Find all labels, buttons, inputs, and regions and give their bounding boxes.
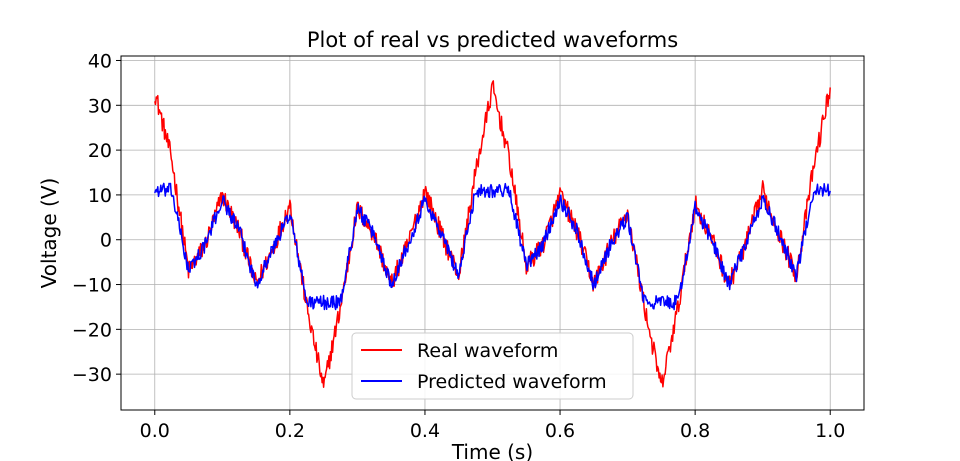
- x-tick-label: 0.6: [545, 420, 575, 442]
- x-tick-label: 0.8: [680, 420, 710, 442]
- plot-frame: [120, 55, 865, 411]
- legend-label: Predicted waveform: [417, 371, 607, 393]
- x-axis-ticks: 0.0 0.2 0.4 0.6 0.8 1.0: [140, 410, 845, 442]
- y-tick-label: 10: [88, 185, 112, 207]
- y-tick-label: 30: [88, 95, 112, 117]
- grid-lines: [121, 56, 864, 410]
- series-line: [154, 182, 831, 311]
- x-tick-label: 0.0: [140, 420, 170, 442]
- legend-label: Real waveform: [417, 340, 558, 362]
- series-lines: [154, 80, 831, 388]
- y-tick-label: 20: [88, 140, 112, 162]
- chart-title: Plot of real vs predicted waveforms: [307, 28, 678, 52]
- x-tick-label: 0.2: [275, 420, 305, 442]
- x-tick-label: 0.4: [410, 420, 440, 442]
- legend: Real waveform Predicted waveform: [351, 332, 634, 400]
- y-tick-label: 40: [88, 50, 112, 72]
- legend-box: [351, 332, 634, 400]
- y-axis-label: Voltage (V): [37, 178, 61, 289]
- y-axis-ticks: −30 −20 −10 0 10 20 30 40: [72, 50, 121, 386]
- x-axis-label: Time (s): [451, 440, 533, 461]
- y-tick-label: 0: [100, 230, 112, 252]
- y-tick-label: −30: [72, 364, 112, 386]
- y-tick-label: −10: [72, 275, 112, 297]
- x-tick-label: 1.0: [815, 420, 845, 442]
- y-tick-label: −20: [72, 319, 112, 341]
